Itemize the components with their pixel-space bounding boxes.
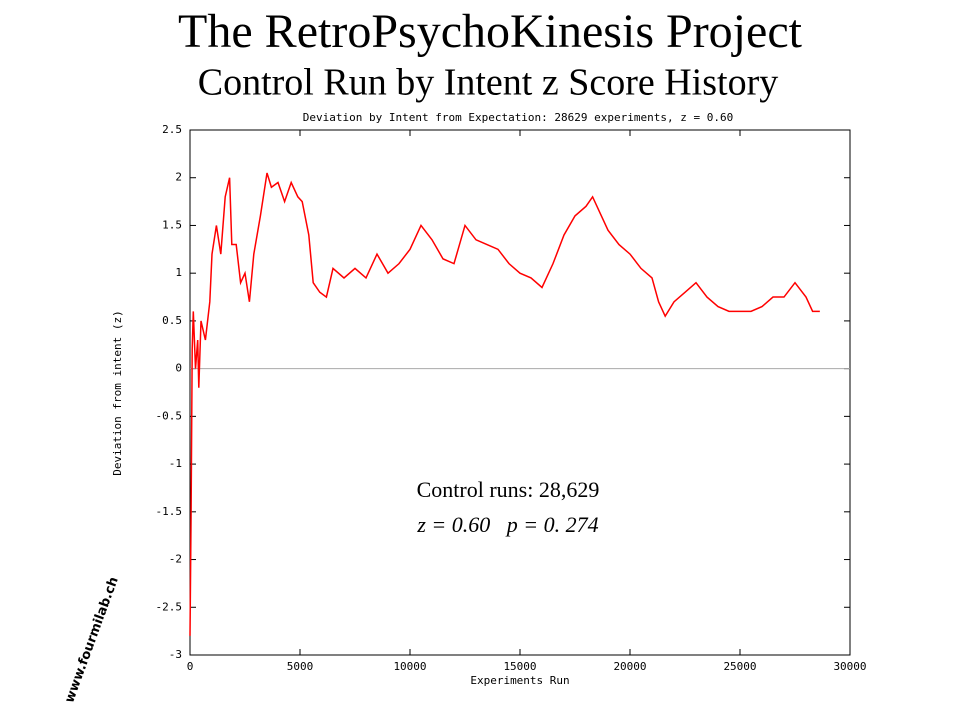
- y-tick-label: 2: [175, 171, 182, 184]
- y-tick-label: -0.5: [156, 409, 183, 422]
- y-tick-label: -1: [169, 457, 182, 470]
- x-tick-label: 20000: [613, 660, 646, 673]
- title: The RetroPsychoKinesis Project: [178, 5, 803, 58]
- x-tick-label: 15000: [503, 660, 536, 673]
- annotation: z = 0.60 p = 0. 274: [416, 512, 598, 537]
- y-axis-label: Deviation from intent (z): [111, 310, 124, 476]
- subtitle: Control Run by Intent z Score History: [198, 62, 778, 104]
- x-tick-label: 10000: [393, 660, 426, 673]
- y-tick-label: -2.5: [156, 600, 183, 613]
- x-tick-label: 25000: [723, 660, 756, 673]
- logo: www.fourmilab.ch: [62, 575, 122, 705]
- y-tick-label: -3: [169, 648, 182, 661]
- data-line: [189, 172, 820, 636]
- y-tick-label: -1.5: [156, 505, 183, 518]
- x-axis-label: Experiments Run: [470, 674, 569, 687]
- annotation: Control runs: 28,629: [417, 477, 600, 502]
- y-tick-label: 2.5: [162, 123, 182, 136]
- y-tick-label: 0.5: [162, 314, 182, 327]
- x-tick-label: 5000: [287, 660, 314, 673]
- plot-frame: [189, 129, 851, 656]
- chart-title: Deviation by Intent from Expectation: 28…: [303, 111, 733, 124]
- y-tick-label: 1: [175, 266, 182, 279]
- x-tick-label: 30000: [833, 660, 866, 673]
- y-tick-label: -2: [169, 553, 182, 566]
- x-tick-label: 0: [187, 660, 194, 673]
- y-tick-label: 0: [175, 362, 182, 375]
- y-tick-label: 1.5: [162, 218, 182, 231]
